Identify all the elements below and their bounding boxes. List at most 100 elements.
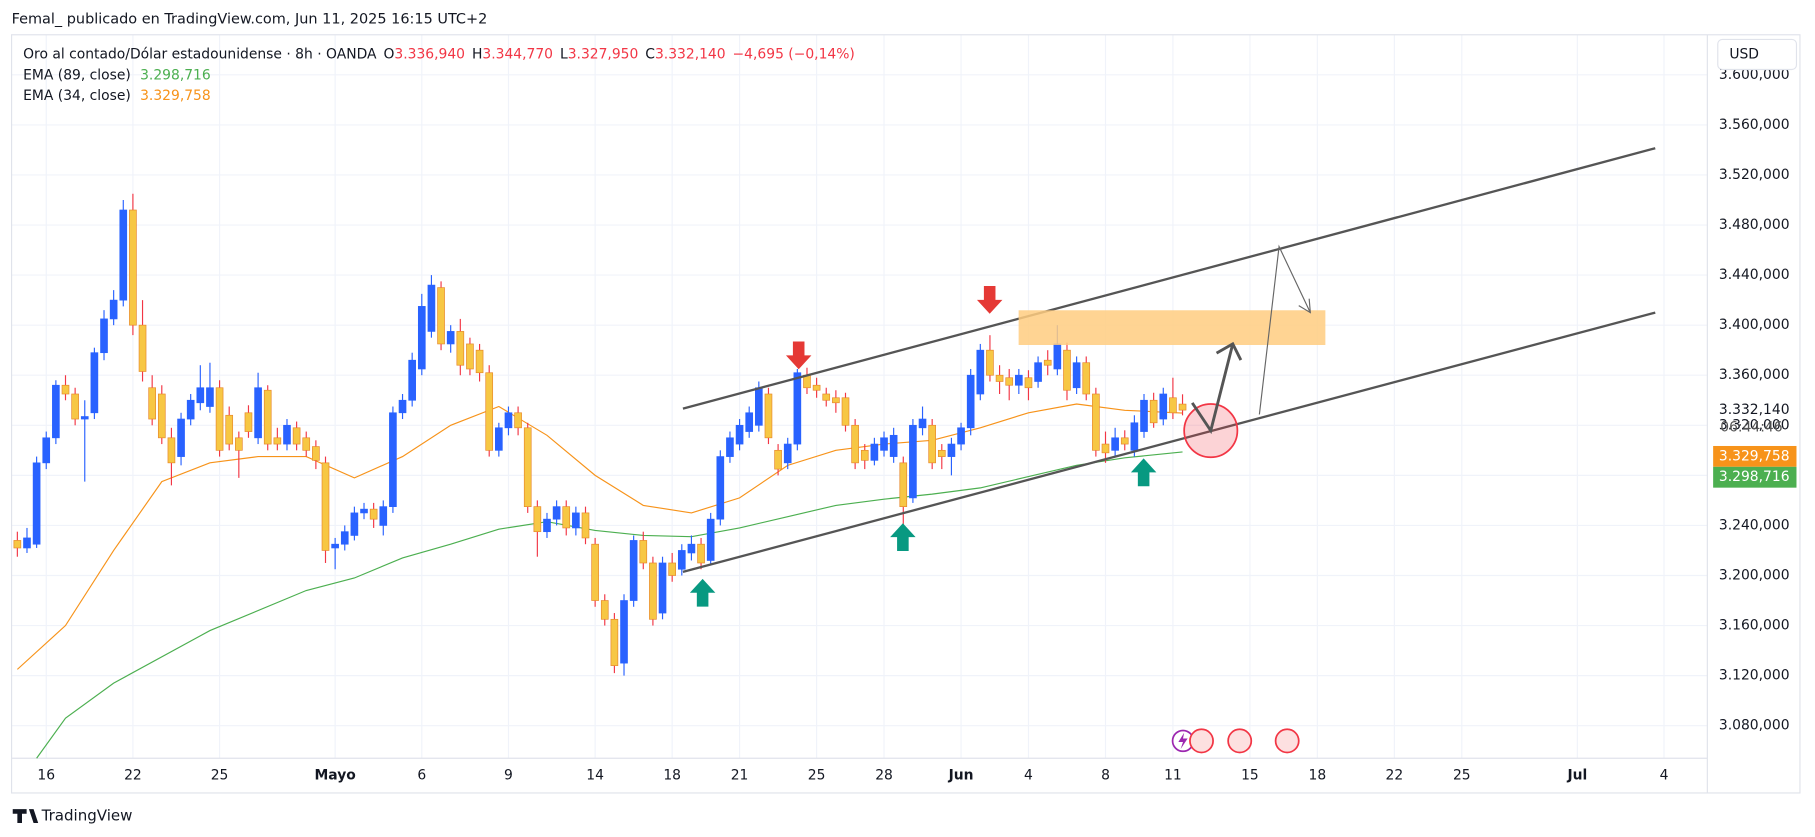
candle-body — [764, 393, 773, 439]
candle-body — [215, 387, 224, 451]
candle-body — [870, 443, 879, 461]
grid — [11, 34, 1708, 759]
candle-body — [1024, 377, 1033, 389]
candle-body — [263, 389, 272, 445]
candle-body — [437, 287, 445, 345]
ohlc-value: 3.332,140 — [655, 46, 726, 62]
candle-body — [995, 374, 1004, 382]
candle-body — [947, 443, 956, 457]
price-tag — [1713, 445, 1797, 467]
candle-body — [976, 349, 985, 395]
projection-path — [1191, 343, 1235, 435]
candle-body — [475, 349, 484, 374]
candle-body — [1043, 359, 1052, 366]
candle-body — [109, 299, 118, 320]
down-arrow — [785, 341, 812, 370]
candle-body — [832, 397, 840, 404]
candle-body — [899, 462, 908, 507]
projection-path — [1258, 244, 1311, 415]
y-tick-label: 3.240,000 — [1719, 517, 1790, 533]
price-tag — [1713, 466, 1797, 488]
legend-line: Oro al contado/Dólar estadounidense · 8h… — [23, 46, 855, 62]
up-arrow — [689, 578, 716, 607]
candle-body — [1101, 443, 1110, 454]
candle-body — [687, 543, 696, 554]
candle-body — [957, 427, 965, 445]
candle-body — [1149, 399, 1158, 424]
candle-body — [860, 449, 869, 461]
y-tick-label: 3.080,000 — [1719, 718, 1790, 734]
currency-button[interactable] — [1717, 38, 1798, 71]
candle-body — [909, 424, 917, 499]
candle-body — [206, 387, 214, 407]
candle-body — [235, 437, 243, 451]
candle-body — [1034, 362, 1042, 382]
candle-body — [533, 506, 542, 533]
candle-body — [446, 331, 455, 345]
ema-name: EMA (34, close) — [23, 88, 131, 104]
candle-body — [1015, 374, 1023, 386]
candle-body — [880, 437, 888, 451]
candle-body — [928, 424, 936, 464]
event-icons — [1171, 728, 1300, 754]
candle-body — [514, 412, 522, 429]
candle-body — [822, 393, 831, 401]
channel-upper — [682, 147, 1656, 410]
candle-body — [620, 600, 628, 664]
candle-body — [600, 600, 609, 620]
price-tag-label: 3.298,716 — [1719, 469, 1790, 485]
y-tick-label: 3.320,000 — [1719, 417, 1790, 433]
candle-body — [677, 550, 686, 570]
candle-body — [1053, 343, 1062, 370]
brand-name: TradingView — [41, 807, 133, 825]
resistance-zone — [1018, 310, 1326, 345]
x-tick-label: 4 — [1024, 768, 1033, 784]
ema-value: 3.298,716 — [140, 67, 211, 83]
candle-body — [783, 443, 792, 464]
candle-body — [1130, 422, 1139, 451]
candle-body — [1063, 349, 1071, 391]
candle-body — [283, 424, 291, 445]
ema-name: EMA (89, close) — [23, 67, 131, 83]
event-icon — [1178, 732, 1188, 749]
x-tick-label: 21 — [731, 768, 749, 784]
chart-frame — [10, 34, 1801, 794]
candle-body — [312, 446, 320, 461]
x-tick-label: Jun — [948, 768, 974, 784]
x-tick-label: 8 — [1101, 768, 1110, 784]
x-tick-label: 11 — [1164, 768, 1182, 784]
candle-body — [417, 306, 426, 370]
candle-body — [292, 427, 301, 445]
candle-body — [42, 437, 51, 464]
axis-overlay: 3.080,000 3.120,000 3.160,000 3.200,000 3.24… — [37, 67, 1797, 784]
candle-body — [668, 562, 676, 576]
candle-body — [851, 424, 859, 464]
y-tick-label: 3.600,000 — [1719, 67, 1790, 83]
candle-body — [389, 412, 397, 507]
channel-lower — [682, 311, 1656, 573]
candle-body — [495, 427, 503, 451]
x-tick-label: 18 — [663, 768, 681, 784]
currency-label[interactable]: USD — [1729, 46, 1759, 62]
candle-body — [177, 418, 185, 457]
candle-body — [552, 506, 561, 520]
candle-body — [379, 506, 388, 526]
x-tick-label: 22 — [1386, 768, 1404, 784]
y-tick-label: 3.560,000 — [1719, 117, 1790, 133]
candle-body — [331, 543, 339, 549]
candle-body — [32, 462, 41, 545]
ohlc-value: 3.327,950 — [568, 46, 639, 62]
y-tick-label: 3.480,000 — [1719, 217, 1790, 233]
x-tick-label: 25 — [1453, 768, 1471, 784]
candle-body — [697, 543, 705, 564]
candle-body — [706, 518, 715, 561]
candle-body — [793, 372, 802, 445]
candle-body — [523, 427, 532, 507]
last-price-label: 3.332,140 — [1719, 402, 1790, 418]
x-tick-label: 25 — [808, 768, 826, 784]
ohlc-key: O — [383, 46, 394, 62]
brand-logo — [12, 809, 39, 824]
candle-body — [167, 437, 176, 464]
